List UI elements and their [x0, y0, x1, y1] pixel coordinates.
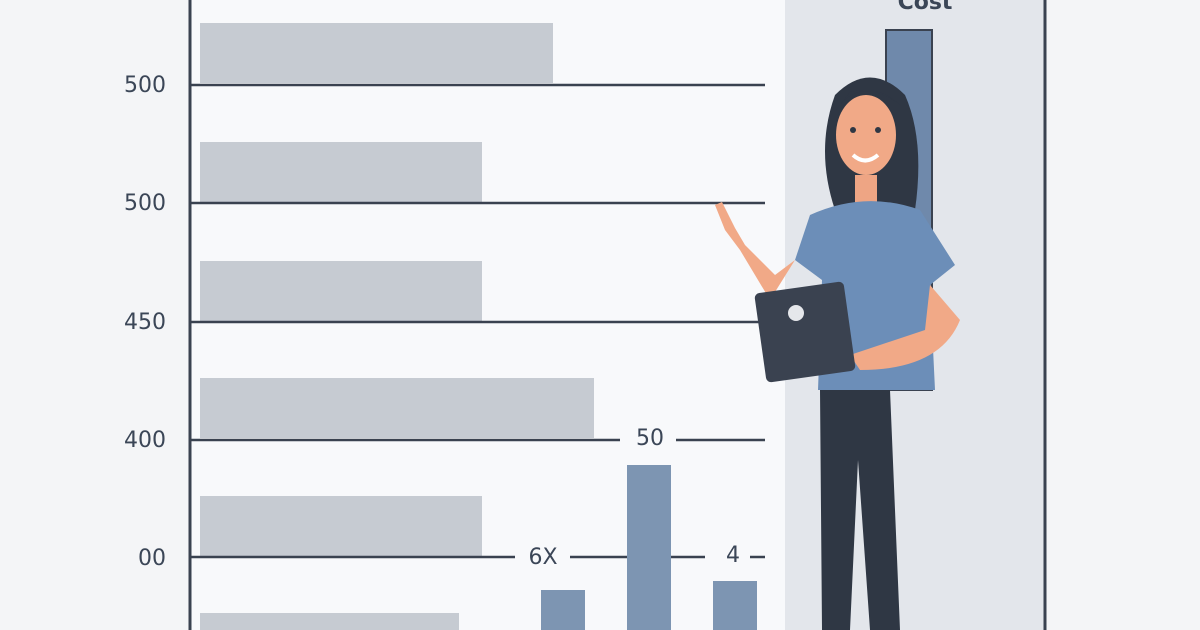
bar — [200, 613, 459, 630]
bars — [200, 23, 594, 630]
annotation: 4 — [726, 543, 740, 568]
bar — [627, 465, 671, 630]
axis-label: 500 — [124, 191, 166, 216]
axis-label: 00 — [138, 546, 166, 571]
bar — [713, 581, 757, 630]
annotation: 50 — [636, 426, 664, 451]
header: Cost — [898, 0, 953, 15]
bar — [200, 378, 594, 438]
bar — [200, 261, 482, 321]
axis-label: 400 — [124, 428, 166, 453]
person — [715, 77, 960, 630]
bar — [200, 23, 553, 83]
annotation: 6X — [528, 545, 557, 570]
grid-lines — [190, 83, 765, 559]
bar — [541, 590, 585, 630]
axis-label: 500 — [124, 73, 166, 98]
bar — [200, 496, 482, 556]
bar — [200, 142, 482, 202]
axis-label: 450 — [124, 310, 166, 335]
